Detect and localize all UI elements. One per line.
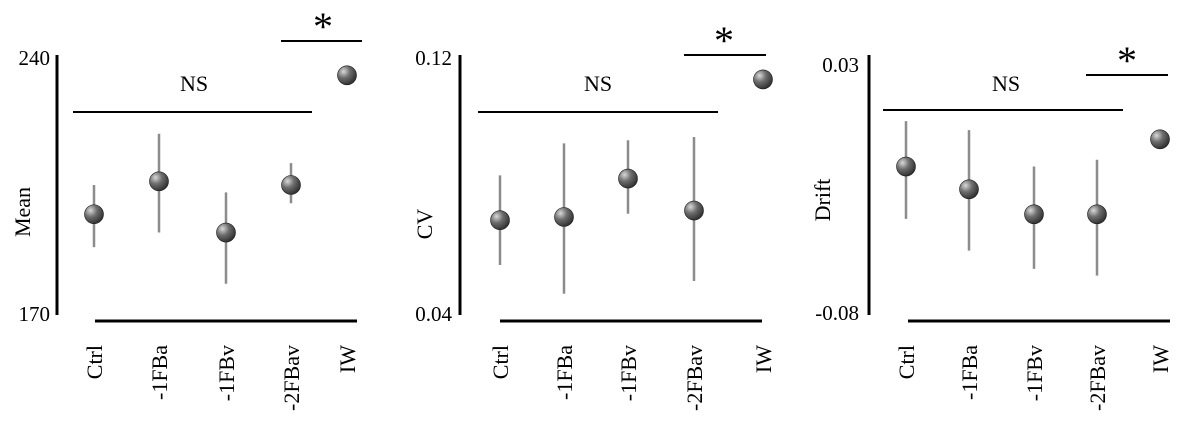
panel-drift-sig-label: *	[1117, 38, 1137, 83]
mean-point-1	[149, 171, 169, 192]
mean-xtick-label-1: -1FBa	[147, 345, 172, 400]
cv-xtick-label-1: -1FBa	[552, 345, 577, 400]
panel-mean-ylabel: Mean	[10, 187, 35, 237]
mean-xtick-label-0: Ctrl	[82, 345, 107, 379]
panel-cv-sig-label: *	[714, 18, 734, 63]
mean-point-2	[216, 222, 236, 243]
cv-point-1	[554, 207, 574, 227]
panel-mean-sig-label: *	[313, 4, 333, 49]
drift-xtick-label-4: IW	[1148, 345, 1173, 373]
panel-cv-ylabel: CV	[412, 209, 437, 240]
mean-xtick-label-2: -1FBv	[214, 345, 239, 401]
panel-cv-ns-label: NS	[584, 71, 612, 96]
panel-mean-ytick-bottom: 170	[19, 302, 51, 326]
cv-point-0	[490, 210, 510, 230]
panel-drift: 0.03 -0.08 Drift NS * Ctrl -1FBa -1FBv -2FB…	[810, 38, 1173, 411]
mean-xtick-label-4: IW	[335, 345, 360, 373]
panel-mean-ytick-top: 240	[19, 46, 51, 70]
cv-xtick-label-3: -2FBav	[682, 345, 707, 411]
cv-point-2	[618, 168, 638, 189]
cv-xtick-label-0: Ctrl	[488, 345, 513, 379]
drift-xtick-label-2: -1FBv	[1022, 345, 1047, 401]
cv-point-3	[684, 200, 704, 221]
mean-point-3	[281, 175, 301, 195]
drift-xtick-label-1: -1FBa	[957, 345, 982, 400]
mean-point-0	[84, 204, 104, 225]
cv-xtick-label-2: -1FBv	[616, 345, 641, 401]
drift-point-1	[959, 179, 979, 200]
cv-point-4	[753, 69, 773, 90]
panel-mean-ns-label: NS	[180, 71, 208, 96]
panel-drift-ytick-top: 0.03	[822, 53, 859, 77]
panel-mean: 240 170 Mean NS * Ctrl -1FBa -1FBv -2FBav IW	[10, 4, 362, 411]
drift-xtick-label-0: Ctrl	[894, 345, 919, 379]
panel-cv: 0.12 0.04 CV NS * Ctrl -1FBa -1FBv -2FBav IW	[412, 18, 776, 411]
cv-xtick-label-4: IW	[751, 345, 776, 373]
mean-xtick-label-3: -2FBav	[279, 345, 304, 411]
panel-drift-ylabel: Drift	[810, 179, 835, 222]
drift-point-0	[896, 156, 916, 177]
panel-cv-ytick-top: 0.12	[415, 46, 452, 70]
panel-drift-ns-label: NS	[992, 71, 1020, 96]
drift-point-4	[1150, 129, 1170, 150]
drift-point-2	[1024, 204, 1044, 225]
drift-point-3	[1087, 204, 1107, 225]
drift-xtick-label-3: -2FBav	[1085, 345, 1110, 411]
panel-drift-ytick-bottom: -0.08	[815, 301, 859, 325]
mean-point-4	[337, 65, 357, 86]
panel-cv-ytick-bottom: 0.04	[415, 302, 452, 326]
